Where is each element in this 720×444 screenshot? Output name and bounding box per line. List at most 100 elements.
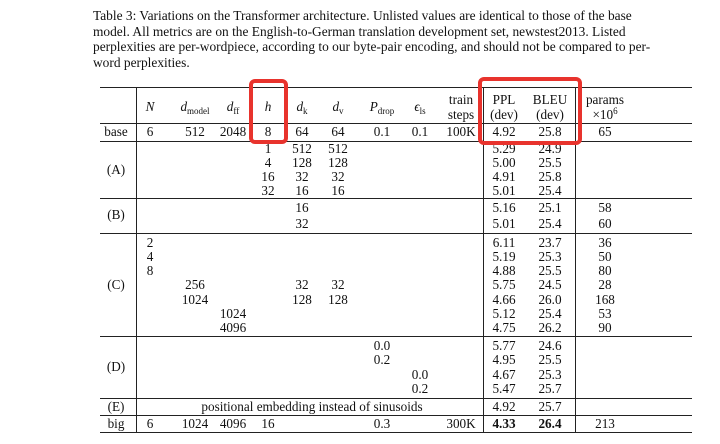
header-ppl-line1: PPL bbox=[492, 92, 516, 107]
header-ppl-line2: (dev) bbox=[490, 107, 518, 122]
bottom-rule bbox=[100, 432, 692, 433]
group-a-bleu: 24.9 bbox=[538, 141, 562, 156]
header-n: N bbox=[145, 99, 155, 114]
base-h: 8 bbox=[264, 124, 272, 139]
header-rule bbox=[100, 123, 692, 124]
group-c-ppl: 4.75 bbox=[492, 320, 516, 335]
group-c-params: 28 bbox=[598, 277, 612, 292]
group-c-bleu: 25.5 bbox=[538, 263, 562, 278]
group-a-bleu: 25.8 bbox=[538, 169, 562, 184]
big-h: 16 bbox=[261, 416, 275, 431]
group-d-ppl: 4.67 bbox=[492, 367, 516, 382]
header-dv: dv bbox=[332, 99, 344, 116]
group-b-ppl: 5.01 bbox=[492, 216, 516, 231]
base-dmodel: 512 bbox=[185, 124, 205, 139]
group-a-h: 32 bbox=[261, 183, 275, 198]
group-b-bleu: 25.1 bbox=[538, 200, 562, 215]
big-n: 6 bbox=[146, 416, 154, 431]
group-a-dk: 16 bbox=[295, 183, 309, 198]
header-params-line1: params bbox=[585, 92, 625, 107]
group-d-label-smoothing: 0.2 bbox=[411, 381, 429, 396]
label-column-divider bbox=[136, 87, 137, 432]
group-c-ppl: 5.75 bbox=[492, 277, 516, 292]
base-params: 65 bbox=[598, 124, 612, 139]
group-b-label: (B) bbox=[107, 207, 125, 222]
group-a-dk: 128 bbox=[292, 155, 312, 170]
header-bleu-line2: (dev) bbox=[536, 107, 564, 122]
group-b-params: 60 bbox=[598, 216, 612, 231]
group-a-dv: 128 bbox=[328, 155, 348, 170]
group-c-ppl: 4.88 bbox=[492, 263, 516, 278]
group-a-rule bbox=[100, 198, 692, 199]
base-dk: 64 bbox=[295, 124, 309, 139]
group-c-dv: 32 bbox=[331, 277, 345, 292]
group-d-ppl: 4.95 bbox=[492, 352, 516, 367]
group-d-ppl: 5.77 bbox=[492, 338, 516, 353]
group-d-pdrop: 0.2 bbox=[373, 352, 391, 367]
header-label-smoothing: ϵls bbox=[414, 99, 426, 116]
group-d-bleu: 25.5 bbox=[538, 352, 562, 367]
header-params-line2: ×106 bbox=[592, 106, 618, 122]
group-d-bleu: 24.6 bbox=[538, 338, 562, 353]
big-bleu: 26.4 bbox=[538, 416, 562, 431]
big-dff: 4096 bbox=[219, 416, 247, 431]
group-d-bleu: 25.3 bbox=[538, 367, 562, 382]
header-dmodel: dmodel bbox=[180, 99, 210, 116]
header-bleu-line1: BLEU bbox=[532, 92, 568, 107]
group-c-rule bbox=[100, 336, 692, 337]
big-train-steps: 300K bbox=[446, 416, 476, 431]
group-c-label: (C) bbox=[107, 277, 125, 292]
ppl-bleu-highlight-box bbox=[478, 77, 582, 145]
group-d-rule bbox=[100, 398, 692, 399]
group-c-dmodel: 1024 bbox=[181, 292, 209, 307]
base-dff: 2048 bbox=[219, 124, 247, 139]
header-dk: dk bbox=[296, 99, 308, 116]
group-a-ppl: 5.29 bbox=[492, 141, 516, 156]
group-c-bleu: 24.5 bbox=[538, 277, 562, 292]
table-caption: Table 3: Variations on the Transformer a… bbox=[93, 8, 651, 70]
group-c-params: 36 bbox=[598, 235, 612, 250]
group-c-dff: 1024 bbox=[219, 306, 247, 321]
group-c-n: 4 bbox=[146, 249, 154, 264]
group-a-dv: 16 bbox=[331, 183, 345, 198]
group-a-dk: 512 bbox=[292, 141, 312, 156]
group-a-ppl: 5.01 bbox=[492, 183, 516, 198]
group-c-bleu: 25.4 bbox=[538, 306, 562, 321]
group-a-ppl: 4.91 bbox=[492, 169, 516, 184]
group-c-params: 90 bbox=[598, 320, 612, 335]
group-c-ppl: 5.19 bbox=[492, 249, 516, 264]
header-train-line1: train bbox=[448, 92, 474, 107]
group-a-dv: 32 bbox=[331, 169, 345, 184]
group-d-ppl: 5.47 bbox=[492, 381, 516, 396]
group-e-label: (E) bbox=[107, 399, 125, 414]
base-bleu: 25.8 bbox=[538, 124, 562, 139]
group-c-dk: 128 bbox=[292, 292, 312, 307]
group-a-dv: 512 bbox=[328, 141, 348, 156]
base-train-steps: 100K bbox=[446, 124, 476, 139]
group-a-dk: 32 bbox=[295, 169, 309, 184]
group-b-params: 58 bbox=[598, 200, 612, 215]
group-c-params: 80 bbox=[598, 263, 612, 278]
group-b-ppl: 5.16 bbox=[492, 200, 516, 215]
group-c-n: 2 bbox=[146, 235, 154, 250]
train-column-divider bbox=[483, 87, 484, 432]
group-b-dk: 32 bbox=[295, 216, 309, 231]
group-c-n: 8 bbox=[146, 263, 154, 278]
group-b-bleu: 25.4 bbox=[538, 216, 562, 231]
big-pdrop: 0.3 bbox=[373, 416, 391, 431]
group-d-bleu: 25.7 bbox=[538, 381, 562, 396]
group-c-bleu: 25.3 bbox=[538, 249, 562, 264]
group-e-description: positional embedding instead of sinusoid… bbox=[201, 399, 423, 414]
group-a-h: 1 bbox=[264, 141, 272, 156]
top-rule bbox=[100, 87, 692, 88]
big-params: 213 bbox=[595, 416, 615, 431]
group-a-bleu: 25.4 bbox=[538, 183, 562, 198]
big-label: big bbox=[107, 416, 125, 431]
group-d-label: (D) bbox=[106, 359, 126, 374]
group-c-params: 50 bbox=[598, 249, 612, 264]
group-c-params: 168 bbox=[595, 292, 615, 307]
group-c-params: 53 bbox=[598, 306, 612, 321]
h-column-highlight-box bbox=[249, 79, 288, 144]
base-label-smoothing: 0.1 bbox=[411, 124, 429, 139]
header-pdrop: Pdrop bbox=[369, 99, 395, 116]
